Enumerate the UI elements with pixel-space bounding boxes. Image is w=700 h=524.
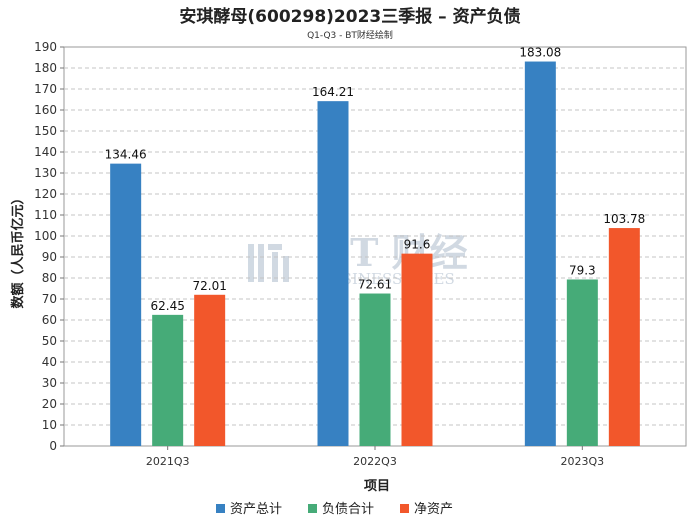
watermark-logo-icon <box>248 244 289 282</box>
y-tick-label: 120 <box>34 187 57 201</box>
y-tick-label: 110 <box>34 208 57 222</box>
data-label: 62.45 <box>150 299 184 313</box>
y-tick-label: 60 <box>42 313 57 327</box>
y-axis-ticks: 0 10 20 30 40 50 60 70 80 90 100 110 120 130 140 150 160… <box>34 40 64 453</box>
x-tick-label: 2022Q3 <box>353 455 397 468</box>
y-tick-label: 80 <box>42 271 57 285</box>
bar <box>524 61 556 446</box>
y-tick-label: 160 <box>34 103 57 117</box>
y-tick-label: 140 <box>34 145 57 159</box>
bar <box>317 101 349 446</box>
y-tick-label: 0 <box>49 439 57 453</box>
bar <box>608 228 640 446</box>
data-label: 72.01 <box>192 279 226 293</box>
legend-swatch <box>216 504 225 513</box>
data-label: 91.6 <box>404 238 431 252</box>
data-label: 164.21 <box>312 85 354 99</box>
legend-label: 资产总计 <box>230 502 282 517</box>
legend-label: 净资产 <box>414 502 453 517</box>
bar <box>359 293 391 446</box>
data-label: 183.08 <box>519 46 561 60</box>
legend-swatch <box>308 504 317 513</box>
legend-label: 负债合计 <box>322 502 374 517</box>
legend-item: 净资产 <box>400 502 453 517</box>
legend-item: 资产总计 <box>216 502 282 517</box>
bar <box>401 253 433 446</box>
y-tick-label: 170 <box>34 82 57 96</box>
legend-item: 负债合计 <box>308 502 374 517</box>
x-axis-ticks: 2021Q3 2022Q3 2023Q3 <box>146 446 604 468</box>
y-tick-label: 180 <box>34 61 57 75</box>
chart-title: 安琪酵母(600298)2023三季报 – 资产负债 <box>179 6 520 27</box>
y-tick-label: 150 <box>34 124 57 138</box>
data-label: 72.61 <box>358 278 392 292</box>
data-label: 79.3 <box>569 263 596 277</box>
data-labels: 134.46 62.45 72.01 164.21 72.61 91.6 183.08 79.… <box>105 46 646 313</box>
y-tick-label: 90 <box>42 250 57 264</box>
y-tick-label: 130 <box>34 166 57 180</box>
data-label: 103.78 <box>603 212 645 226</box>
data-label: 134.46 <box>105 148 147 162</box>
chart-subtitle: Q1-Q3 - BT财经绘制 <box>307 29 393 41</box>
y-tick-label: 30 <box>42 376 57 390</box>
y-tick-label: 50 <box>42 334 57 348</box>
bar <box>110 163 142 446</box>
bar <box>194 294 226 446</box>
y-tick-label: 100 <box>34 229 57 243</box>
x-tick-label: 2021Q3 <box>146 455 190 468</box>
legend-swatch <box>400 504 409 513</box>
y-tick-label: 190 <box>34 40 57 54</box>
x-axis-label: 项目 <box>364 479 390 494</box>
y-tick-label: 40 <box>42 355 57 369</box>
x-tick-label: 2023Q3 <box>561 455 605 468</box>
bar <box>152 314 184 446</box>
y-tick-label: 20 <box>42 397 57 411</box>
bar <box>566 279 598 446</box>
bars <box>110 61 640 446</box>
y-axis-label: 数额（人民币亿元） <box>10 191 26 308</box>
y-tick-label: 10 <box>42 418 57 432</box>
y-tick-label: 70 <box>42 292 57 306</box>
legend: 资产总计 负债合计 净资产 <box>216 502 453 517</box>
